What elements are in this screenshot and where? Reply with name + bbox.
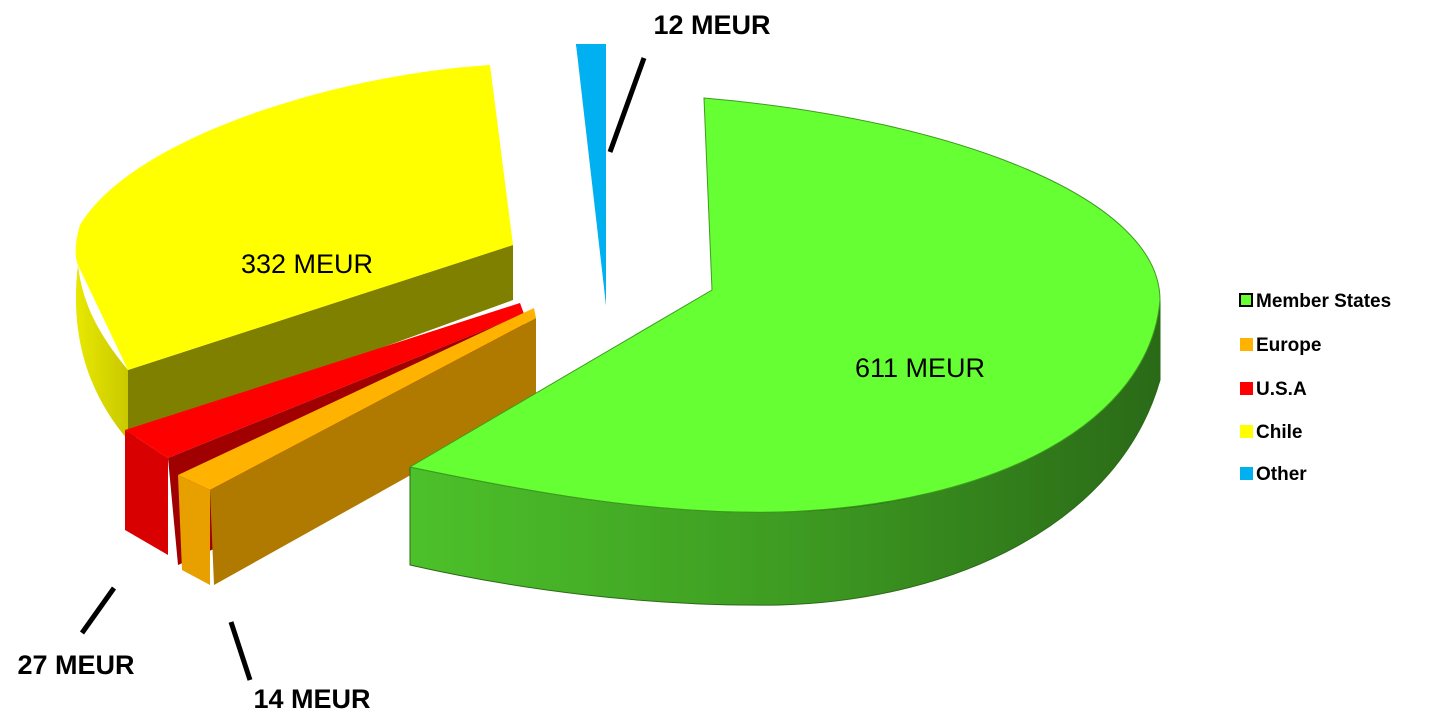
legend-swatch-usa bbox=[1240, 382, 1253, 395]
data-label-usa: 27 MEUR bbox=[17, 650, 134, 680]
data-label-member-states: 611 MEUR bbox=[855, 353, 985, 383]
slice-face-europe-dark bbox=[210, 318, 536, 585]
leader-line-other bbox=[607, 57, 647, 153]
slice-top-chile bbox=[75, 65, 513, 370]
legend-label-chile: Chile bbox=[1256, 422, 1302, 443]
slice-top-member-states bbox=[408, 97, 1161, 513]
slice-top-other bbox=[576, 44, 606, 305]
legend-label-member-states: Member States bbox=[1256, 291, 1391, 312]
legend-item-member-states: Member States bbox=[1239, 291, 1391, 312]
legend-swatch-member-states bbox=[1239, 293, 1253, 307]
legend-item-other: Other bbox=[1240, 464, 1307, 485]
legend-swatch-europe bbox=[1240, 338, 1253, 351]
slice-face-usa bbox=[125, 303, 524, 458]
legend-label-usa: U.S.A bbox=[1256, 379, 1307, 400]
data-label-other: 12 MEUR bbox=[653, 10, 770, 40]
leader-line-usa bbox=[79, 586, 117, 635]
slice-face-chile bbox=[128, 245, 513, 440]
data-label-chile: 332 MEUR bbox=[241, 249, 373, 279]
legend-label-europe: Europe bbox=[1256, 335, 1321, 356]
slice-side-usa bbox=[125, 430, 168, 555]
slice-side-europe bbox=[178, 475, 210, 585]
legend-item-europe: Europe bbox=[1240, 335, 1321, 356]
leader-line-europe bbox=[228, 621, 253, 681]
legend-swatch-other bbox=[1240, 467, 1253, 480]
legend: Member States Europe U.S.A Chile Other bbox=[1239, 291, 1391, 485]
data-label-europe: 14 MEUR bbox=[253, 684, 370, 714]
slice-side-chile bbox=[75, 265, 128, 440]
legend-item-usa: U.S.A bbox=[1240, 379, 1307, 400]
legend-item-chile: Chile bbox=[1240, 422, 1302, 443]
legend-swatch-chile bbox=[1240, 425, 1253, 438]
legend-label-other: Other bbox=[1256, 464, 1307, 485]
slice-face-europe bbox=[178, 308, 536, 490]
